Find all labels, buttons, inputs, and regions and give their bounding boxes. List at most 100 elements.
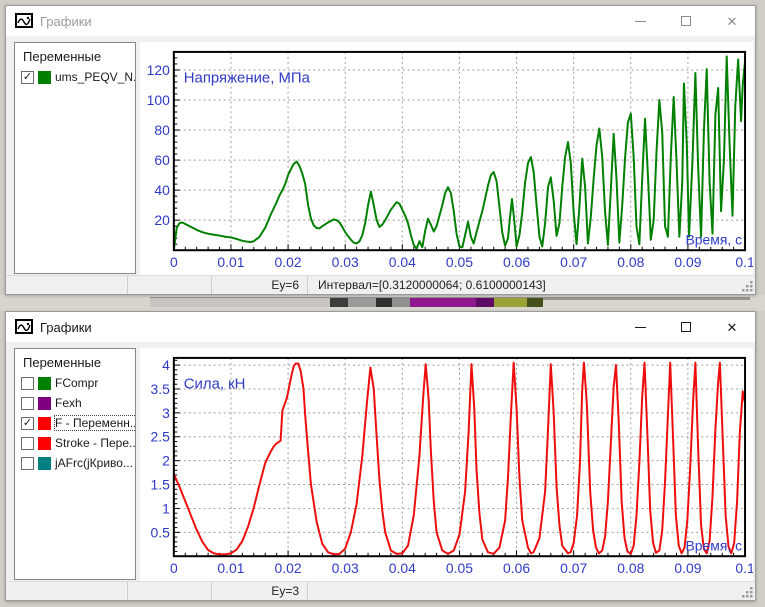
force-chart[interactable]: 00.010.020.030.040.050.060.070.080.090.1… [140, 348, 753, 582]
svg-text:0.1: 0.1 [735, 254, 753, 270]
checkbox-unchecked[interactable] [21, 437, 34, 450]
svg-text:0.07: 0.07 [560, 560, 587, 576]
svg-text:0.1: 0.1 [735, 560, 753, 576]
series-color-swatch[interactable] [38, 397, 51, 410]
status-bar: Ey=3 [6, 581, 755, 600]
background-model-segment [410, 298, 476, 307]
series-label[interactable]: FCompr [55, 376, 98, 390]
close-button[interactable]: ✕ [709, 312, 755, 342]
graphs-window-force: Графики ✕ Переменные FCompr Fexh ✓ F - Пере… [5, 311, 756, 601]
window-title: Графики [40, 320, 92, 335]
statusbar-cell [128, 276, 212, 294]
window-controls: ✕ [617, 6, 755, 36]
series-label[interactable]: jAFrc(jКриво... [55, 456, 133, 470]
svg-text:4: 4 [162, 357, 170, 373]
statusbar-cell: Ey=3 [212, 582, 308, 600]
minimize-icon [635, 21, 646, 22]
svg-text:0.06: 0.06 [503, 560, 530, 576]
series-label[interactable]: Fexh [55, 396, 82, 410]
series-color-swatch[interactable] [38, 437, 51, 450]
series-color-swatch[interactable] [38, 457, 51, 470]
status-bar: Ey=6Интервал=[0.3120000064; 0.6100000143… [6, 275, 755, 294]
svg-text:60: 60 [154, 152, 170, 168]
series-color-swatch[interactable] [38, 71, 51, 84]
statusbar-cell: Интервал=[0.3120000064; 0.6100000143] [308, 276, 755, 294]
svg-text:0.01: 0.01 [217, 560, 244, 576]
svg-text:0.03: 0.03 [332, 560, 359, 576]
statusbar-cell [6, 582, 128, 600]
background-model-segment [494, 298, 527, 307]
chart-wave-icon [15, 319, 33, 335]
svg-text:1.5: 1.5 [151, 477, 171, 493]
svg-text:3: 3 [162, 405, 170, 421]
svg-text:1: 1 [162, 500, 170, 516]
legend-list: FCompr Fexh ✓ F - Переменн... Stroke - Пере.… [15, 373, 135, 473]
svg-text:0.02: 0.02 [275, 254, 302, 270]
legend-item: Fexh [15, 393, 135, 413]
background-model-segment [527, 298, 543, 307]
svg-text:Время, с: Время, с [685, 231, 742, 247]
series-color-swatch[interactable] [38, 417, 51, 430]
resize-grip-icon[interactable] [742, 281, 754, 293]
minimize-icon [635, 327, 646, 328]
svg-text:Сила, кН: Сила, кН [184, 377, 246, 393]
checkbox-checked[interactable]: ✓ [21, 71, 34, 84]
svg-text:0.02: 0.02 [275, 560, 302, 576]
background-model-segment [376, 298, 392, 307]
minimize-button[interactable] [617, 6, 663, 36]
svg-text:0.08: 0.08 [617, 254, 644, 270]
window-content: Переменные ✓ums_PEQV_N... 00.010.020.030… [6, 36, 755, 276]
statusbar-cell [6, 276, 128, 294]
svg-text:0.08: 0.08 [617, 560, 644, 576]
checkbox-unchecked[interactable] [21, 377, 34, 390]
close-button[interactable]: ✕ [709, 6, 755, 36]
variables-panel: Переменные ✓ums_PEQV_N... [14, 42, 136, 274]
maximize-button[interactable] [663, 6, 709, 36]
statusbar-cell [128, 582, 212, 600]
svg-text:0.04: 0.04 [389, 560, 416, 576]
svg-text:3.5: 3.5 [151, 381, 171, 397]
svg-text:0.01: 0.01 [217, 254, 244, 270]
background-model-segment [348, 298, 376, 307]
svg-text:Время, с: Время, с [685, 537, 742, 553]
titlebar[interactable]: Графики ✕ [6, 6, 755, 36]
background-model-segment [150, 298, 330, 307]
close-icon: ✕ [727, 15, 738, 28]
graphs-window-stress: Графики ✕ Переменные ✓ums_PEQV_N... 00.0… [5, 5, 756, 295]
desktop-background: Графики ✕ Переменные ✓ ums_PEQV_N... 0 0.0… [0, 0, 765, 607]
panel-header: Переменные [15, 349, 135, 373]
svg-text:80: 80 [154, 122, 170, 138]
svg-text:0.09: 0.09 [674, 254, 701, 270]
legend-item: FCompr [15, 373, 135, 393]
svg-text:0.07: 0.07 [560, 254, 587, 270]
maximize-icon [681, 16, 691, 26]
series-label[interactable]: ums_PEQV_N... [55, 70, 136, 84]
minimize-button[interactable] [617, 312, 663, 342]
series-label[interactable]: F - Переменн... [55, 416, 136, 430]
svg-text:0.04: 0.04 [389, 254, 416, 270]
legend-item: ✓ ums_PEQV_N... [15, 67, 135, 87]
resize-grip-icon[interactable] [742, 587, 754, 599]
window-content: Переменные FCompr Fexh ✓ F - Переменн... Str… [6, 342, 755, 582]
legend-list: ✓ ums_PEQV_N... [15, 67, 135, 87]
svg-text:0: 0 [170, 254, 178, 270]
svg-text:0.05: 0.05 [446, 254, 473, 270]
series-label[interactable]: Stroke - Пере... [55, 436, 136, 450]
svg-text:0.05: 0.05 [446, 560, 473, 576]
statusbar-cell [308, 582, 755, 600]
maximize-button[interactable] [663, 312, 709, 342]
variables-panel: Переменные FCompr Fexh ✓ F - Переменн... Str… [14, 348, 136, 580]
titlebar[interactable]: Графики ✕ [6, 312, 755, 342]
svg-text:0.03: 0.03 [332, 254, 359, 270]
svg-text:100: 100 [147, 92, 170, 108]
statusbar-cell: Ey=6 [212, 276, 308, 294]
checkbox-checked[interactable]: ✓ [21, 417, 34, 430]
chart-wave-icon [15, 13, 33, 29]
legend-item: ✓ F - Переменн... [15, 413, 135, 433]
legend-item: jAFrc(jКриво... [15, 453, 135, 473]
series-color-swatch[interactable] [38, 377, 51, 390]
window-controls: ✕ [617, 312, 755, 342]
stress-chart[interactable]: 00.010.020.030.040.050.060.070.080.090.1… [140, 42, 753, 276]
checkbox-unchecked[interactable] [21, 457, 34, 470]
checkbox-unchecked[interactable] [21, 397, 34, 410]
